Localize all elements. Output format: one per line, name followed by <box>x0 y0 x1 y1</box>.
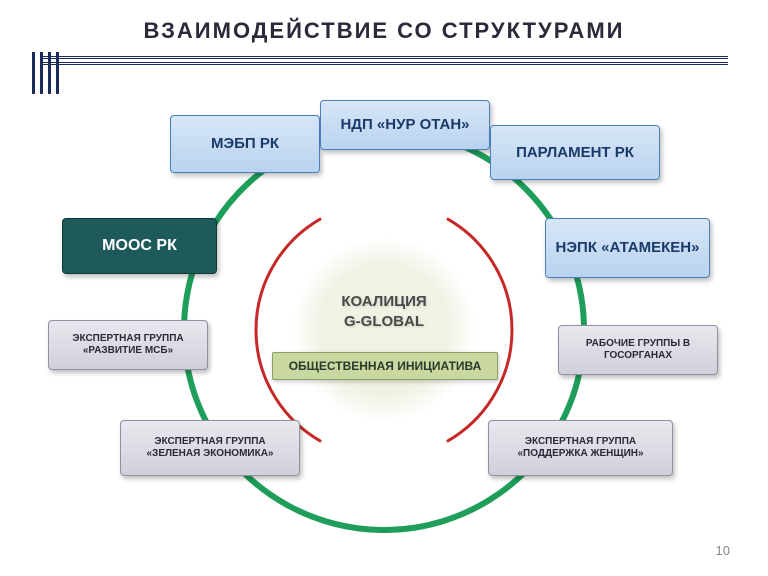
public-initiative-badge: ОБЩЕСТВЕННАЯ ИНИЦИАТИВА <box>272 352 498 380</box>
node-women: ЭКСПЕРТНАЯ ГРУППА «ПОДДЕРЖКА ЖЕНЩИН» <box>488 420 673 476</box>
center-coalition-label: КОАЛИЦИЯ G-GLOBAL <box>304 292 464 331</box>
page-number: 10 <box>716 543 730 558</box>
node-mebp: МЭБП РК <box>170 115 320 173</box>
center-label-line1: КОАЛИЦИЯ <box>341 293 426 310</box>
diagram-canvas <box>0 0 768 576</box>
node-moos: МООС РК <box>62 218 217 274</box>
node-nurotan: НДП «НУР ОТАН» <box>320 100 490 150</box>
node-msb: ЭКСПЕРТНАЯ ГРУППА «РАЗВИТИЕ МСБ» <box>48 320 208 370</box>
center-label-line2: G-GLOBAL <box>344 313 424 330</box>
node-parliament: ПАРЛАМЕНТ РК <box>490 125 660 180</box>
slide-stage: ВЗАИМОДЕЙСТВИЕ СО СТРУКТУРАМИ МЭБП РКНДП… <box>0 0 768 576</box>
public-initiative-text: ОБЩЕСТВЕННАЯ ИНИЦИАТИВА <box>289 359 482 373</box>
node-atameken: НЭПК «АТАМЕКЕН» <box>545 218 710 278</box>
node-green: ЭКСПЕРТНАЯ ГРУППА «ЗЕЛЕНАЯ ЭКОНОМИКА» <box>120 420 300 476</box>
node-workgroups: РАБОЧИЕ ГРУППЫ В ГОСОРГАНАХ <box>558 325 718 375</box>
